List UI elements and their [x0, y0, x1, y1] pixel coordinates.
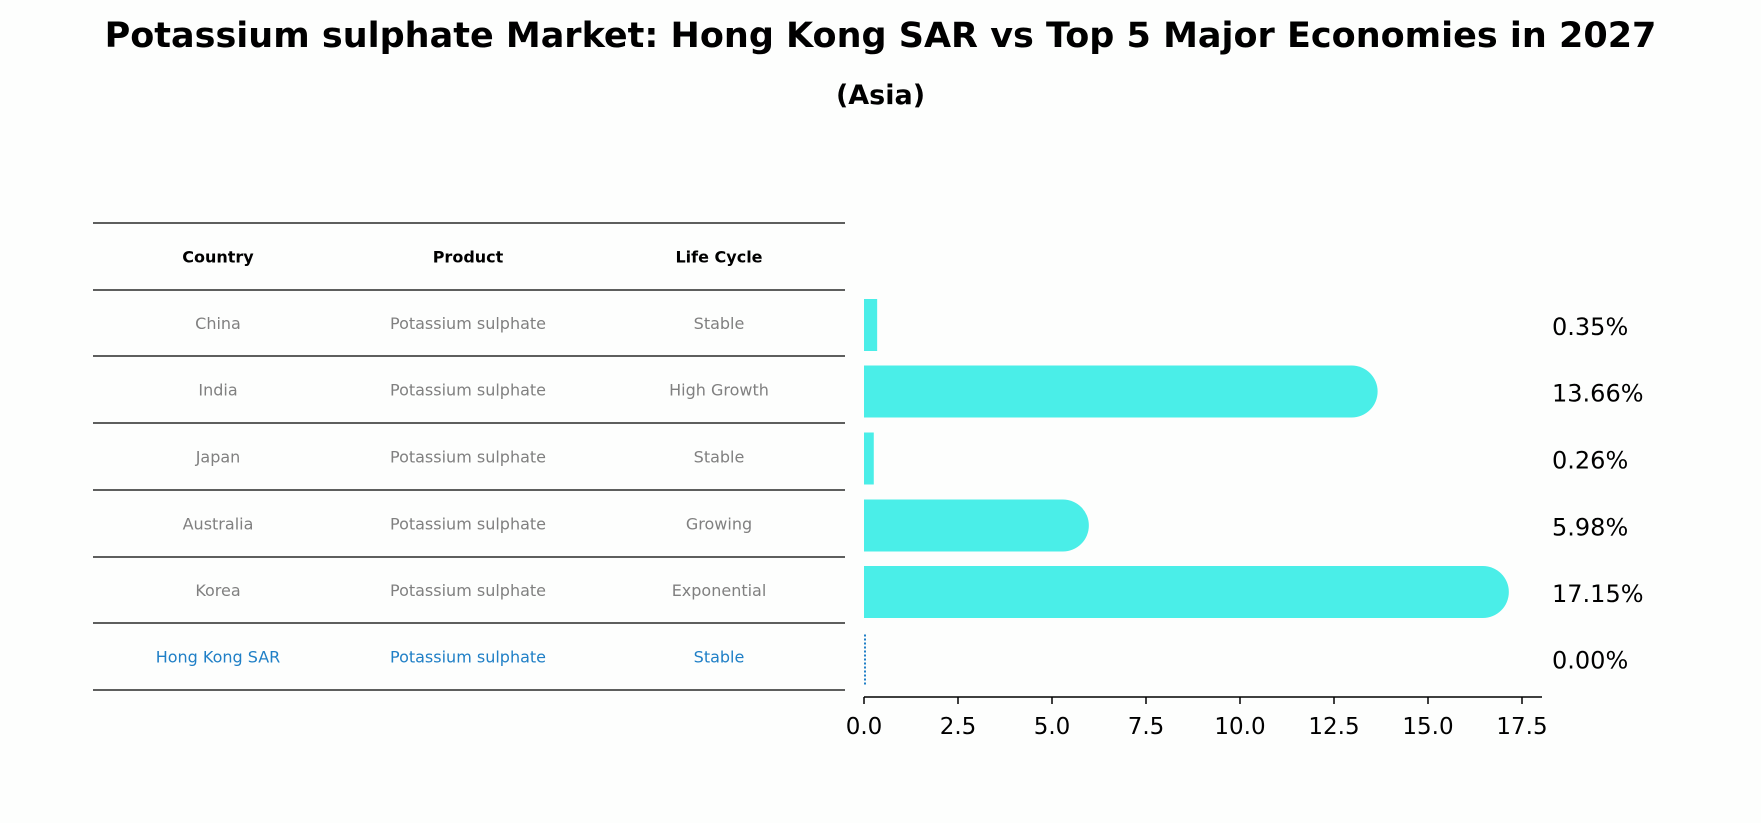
cell-life-cycle: Stable: [694, 314, 745, 333]
chart-title: Potassium sulphate Market: Hong Kong SAR…: [104, 16, 1657, 56]
bar-base: [864, 499, 890, 552]
value-label: 0.35%: [1552, 313, 1628, 341]
value-label: 13.66%: [1552, 380, 1644, 408]
x-tick-label: 5.0: [1034, 714, 1071, 740]
bar-india: [864, 365, 1378, 418]
value-label: 5.98%: [1552, 514, 1628, 542]
cell-product: Potassium sulphate: [390, 381, 546, 400]
cell-life-cycle: Growing: [686, 515, 752, 534]
cell-product: Potassium sulphate: [390, 515, 546, 534]
value-label: 17.15%: [1552, 580, 1644, 608]
x-tick-label: 2.5: [940, 714, 977, 740]
x-tick-label: 17.5: [1496, 714, 1547, 740]
x-tick-label: 7.5: [1128, 714, 1165, 740]
bar-base: [864, 365, 890, 418]
bar-japan: [864, 432, 874, 485]
cell-country: Australia: [183, 515, 254, 534]
x-tick-label: 0.0: [846, 714, 883, 740]
chart-subtitle: (Asia): [835, 80, 926, 111]
x-tick-label: 12.5: [1308, 714, 1359, 740]
bar-australia: [864, 499, 1089, 552]
bar-chart: 0.35% 13.66% 0.26% 5.98% 17.15% 0.00% 0.0 2.5 5.…: [846, 299, 1644, 740]
cell-product: Potassium sulphate: [390, 648, 546, 667]
header-life-cycle: Life Cycle: [675, 248, 762, 267]
data-table: Country Product Life Cycle China Potassium s…: [93, 222, 845, 691]
cell-country: Hong Kong SAR: [156, 648, 281, 667]
cell-country: India: [198, 381, 237, 400]
value-label: 0.26%: [1552, 447, 1628, 475]
cell-life-cycle: High Growth: [669, 381, 769, 400]
cell-life-cycle: Exponential: [672, 581, 767, 600]
bar-korea: [864, 566, 1509, 618]
cell-product: Potassium sulphate: [390, 314, 546, 333]
cell-life-cycle: Stable: [694, 648, 745, 667]
cell-product: Potassium sulphate: [390, 581, 546, 600]
cell-country: Japan: [195, 448, 241, 467]
cell-country: Korea: [195, 581, 240, 600]
x-tick-label: 10.0: [1214, 714, 1265, 740]
value-label: 0.00%: [1552, 647, 1628, 675]
cell-product: Potassium sulphate: [390, 448, 546, 467]
header-product: Product: [433, 248, 504, 267]
bar-china: [864, 299, 878, 351]
cell-life-cycle: Stable: [694, 448, 745, 467]
bar-base: [864, 566, 890, 618]
header-country: Country: [182, 248, 254, 267]
cell-country: China: [195, 314, 241, 333]
x-tick-label: 15.0: [1402, 714, 1453, 740]
